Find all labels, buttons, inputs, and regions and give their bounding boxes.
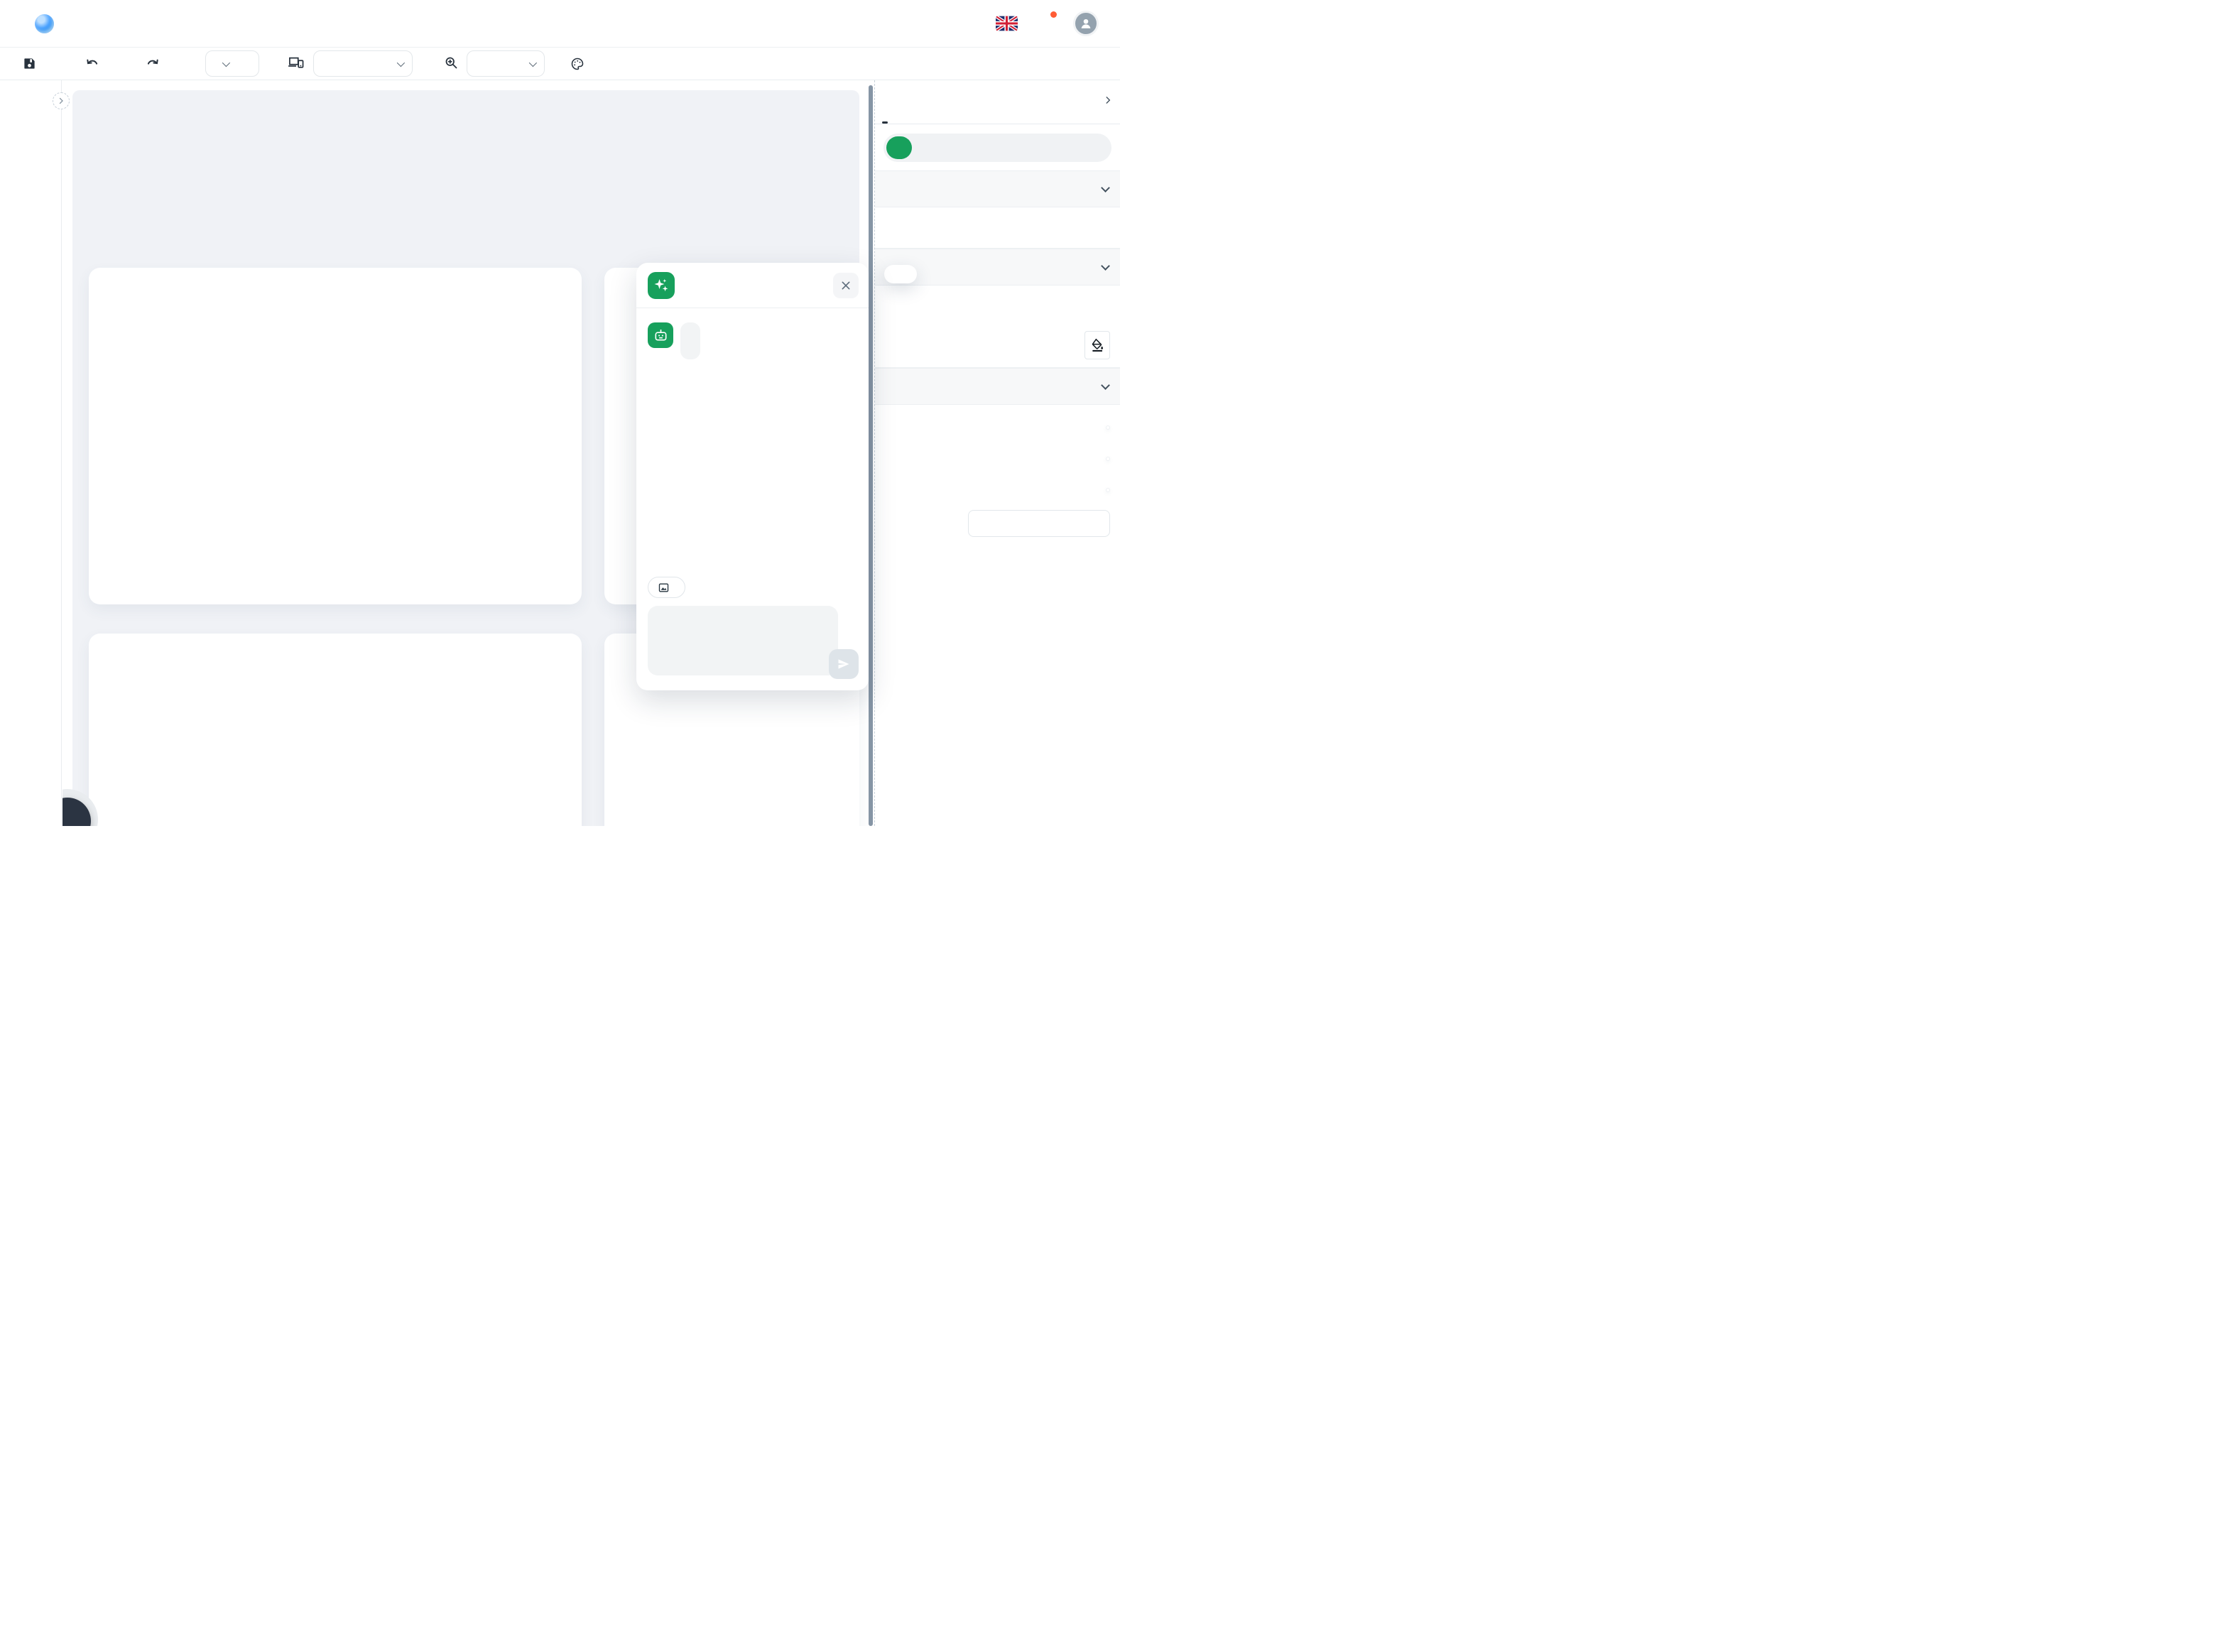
chevron-down-icon: [222, 58, 231, 67]
app-header: [0, 0, 1120, 48]
palette-icon: [570, 57, 585, 71]
device-mode-select[interactable]: [313, 50, 413, 77]
chevron-down-icon: [1101, 261, 1110, 271]
sparkles-icon: [648, 271, 675, 299]
background-color-button[interactable]: [1084, 330, 1110, 359]
component-id-row: [875, 207, 1120, 249]
floating-toolbar: [884, 265, 917, 283]
background-row: [875, 322, 1120, 368]
visits-combo-chart: [94, 352, 576, 593]
gap-input[interactable]: [968, 510, 1110, 537]
send-button[interactable]: [829, 649, 859, 679]
conversion-rates-card[interactable]: [89, 634, 582, 826]
upload-image-button[interactable]: [648, 577, 685, 598]
chevron-down-icon: [1101, 183, 1110, 192]
undo-button[interactable]: [85, 57, 106, 71]
align-items-group: [1106, 488, 1110, 492]
close-icon: [842, 281, 850, 289]
mode-advance[interactable]: [912, 136, 937, 159]
uk-flag-icon[interactable]: [996, 16, 1018, 31]
padding-label: [875, 310, 1120, 322]
flex-direction-group: [1106, 425, 1110, 430]
mode-basic[interactable]: [886, 136, 912, 159]
gap-row: [875, 506, 1120, 541]
dialog-footer: [636, 577, 869, 690]
website-visits-card[interactable]: [89, 268, 582, 604]
theme-button[interactable]: [570, 57, 591, 71]
redo-icon: [146, 57, 160, 71]
ai-assistant-dialog: [636, 263, 869, 690]
redo-button[interactable]: [146, 57, 166, 71]
chevron-down-icon: [528, 58, 538, 67]
justify-content-group: [1106, 457, 1110, 461]
robot-icon: [648, 322, 673, 348]
section-layout[interactable]: [875, 249, 1120, 286]
panel-tabs: [875, 80, 1120, 124]
close-button[interactable]: [833, 272, 859, 298]
image-icon: [658, 583, 669, 592]
left-sidebar: [0, 80, 70, 826]
chevron-down-icon: [396, 58, 406, 67]
chevron-down-icon: [1101, 380, 1110, 390]
radar-chart: [604, 739, 846, 826]
flex-direction-row: [875, 412, 1120, 443]
section-attribute[interactable]: [875, 170, 1120, 207]
paint-bucket-icon: [1092, 338, 1104, 352]
dialog-header: [636, 263, 869, 308]
margin-label: [875, 297, 1120, 310]
sidebar-collapse-button[interactable]: [53, 92, 70, 109]
user-avatar-button[interactable]: [1073, 11, 1099, 36]
panel-resize-handle[interactable]: [869, 85, 873, 826]
notification-dot: [1050, 11, 1057, 18]
assistant-message: [680, 322, 700, 359]
describe-changes-input[interactable]: [648, 606, 838, 675]
panel-expand-button[interactable]: [1103, 95, 1113, 109]
zoom-in-icon[interactable]: [444, 55, 459, 72]
save-button[interactable]: [23, 57, 43, 70]
snowball-logo: [35, 13, 54, 33]
undo-icon: [85, 57, 99, 71]
chevron-right-icon: [59, 97, 63, 104]
justify-content-row: [875, 443, 1120, 474]
mode-toggle: [884, 134, 1111, 162]
save-icon: [23, 57, 36, 70]
align-items-row: [875, 474, 1120, 506]
section-flex[interactable]: [875, 368, 1120, 405]
dialog-body: [636, 308, 869, 359]
zoom-level-select[interactable]: [467, 50, 545, 77]
send-icon: [838, 659, 849, 669]
devices-icon: [288, 55, 305, 72]
settings-gear-button[interactable]: [1036, 11, 1057, 33]
right-properties-panel: [874, 80, 1120, 826]
app-root: [0, 0, 1120, 826]
main-toolbar: [0, 48, 1120, 80]
language-select[interactable]: [205, 50, 259, 77]
user-avatar-icon: [1081, 18, 1091, 28]
chevron-right-icon: [1106, 97, 1111, 104]
